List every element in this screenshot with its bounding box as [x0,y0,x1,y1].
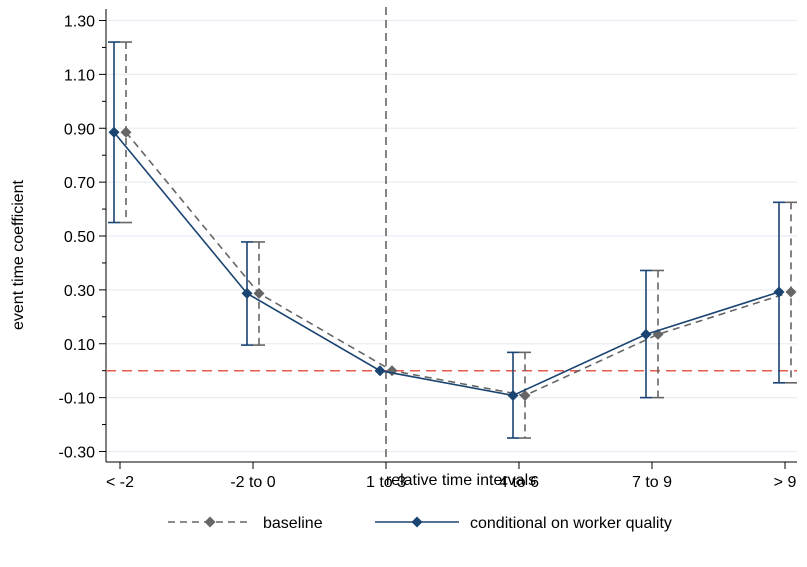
data-point [785,286,797,298]
series-0 [120,41,797,439]
y-tick-label: 0.90 [64,121,95,138]
y-tick-label: -0.30 [59,445,96,462]
data-point [120,126,132,138]
x-tick-label: 1 to 3 [366,474,406,491]
x-tick-label: < -2 [106,474,134,491]
y-tick-label: 0.70 [64,175,95,192]
data-point [640,328,652,340]
data-point [507,389,519,401]
legend-label: conditional on worker quality [470,515,672,532]
legend-label: baseline [263,515,323,532]
y-tick-label: -0.10 [59,391,96,408]
series-line [125,131,792,397]
x-tick-label: > 9 [774,474,797,491]
x-tick-label: 4 to 6 [499,474,539,491]
legend-item-0: baseline [168,515,323,532]
legend-marker [204,516,216,528]
reference-lines [106,7,797,462]
y-tick-label: 1.30 [64,14,95,31]
legend: baseline conditional on worker quality [168,515,672,532]
x-axis-title: relative time intervals [386,472,536,489]
y-axis-title: event time coefficient [10,179,27,330]
series-layer [108,41,797,439]
data-point [386,365,398,377]
data-point [519,389,531,401]
data-point [241,287,253,299]
legend-marker [411,516,423,528]
grid-lines [106,19,797,453]
y-tick-label: 1.10 [64,67,95,84]
x-axis: < -2 -2 to 0 1 to 3 4 to 6 7 to 9 > 9 [106,461,797,491]
x-tick-label: 7 to 9 [632,474,672,491]
series-1 [108,41,785,439]
data-point [374,365,386,377]
data-point [773,286,785,298]
y-tick-label: 0.50 [64,229,95,246]
y-tick-label: 0.10 [64,337,95,354]
x-tick-label: -2 to 0 [230,474,275,491]
y-tick-label: 0.30 [64,283,95,300]
legend-item-1: conditional on worker quality [375,515,672,532]
y-axis: -0.30 -0.10 0.10 0.30 0.50 0.70 0.90 1.10 1.30 [59,9,107,462]
data-point [253,287,265,299]
data-point [108,126,120,138]
series-line [113,131,780,397]
